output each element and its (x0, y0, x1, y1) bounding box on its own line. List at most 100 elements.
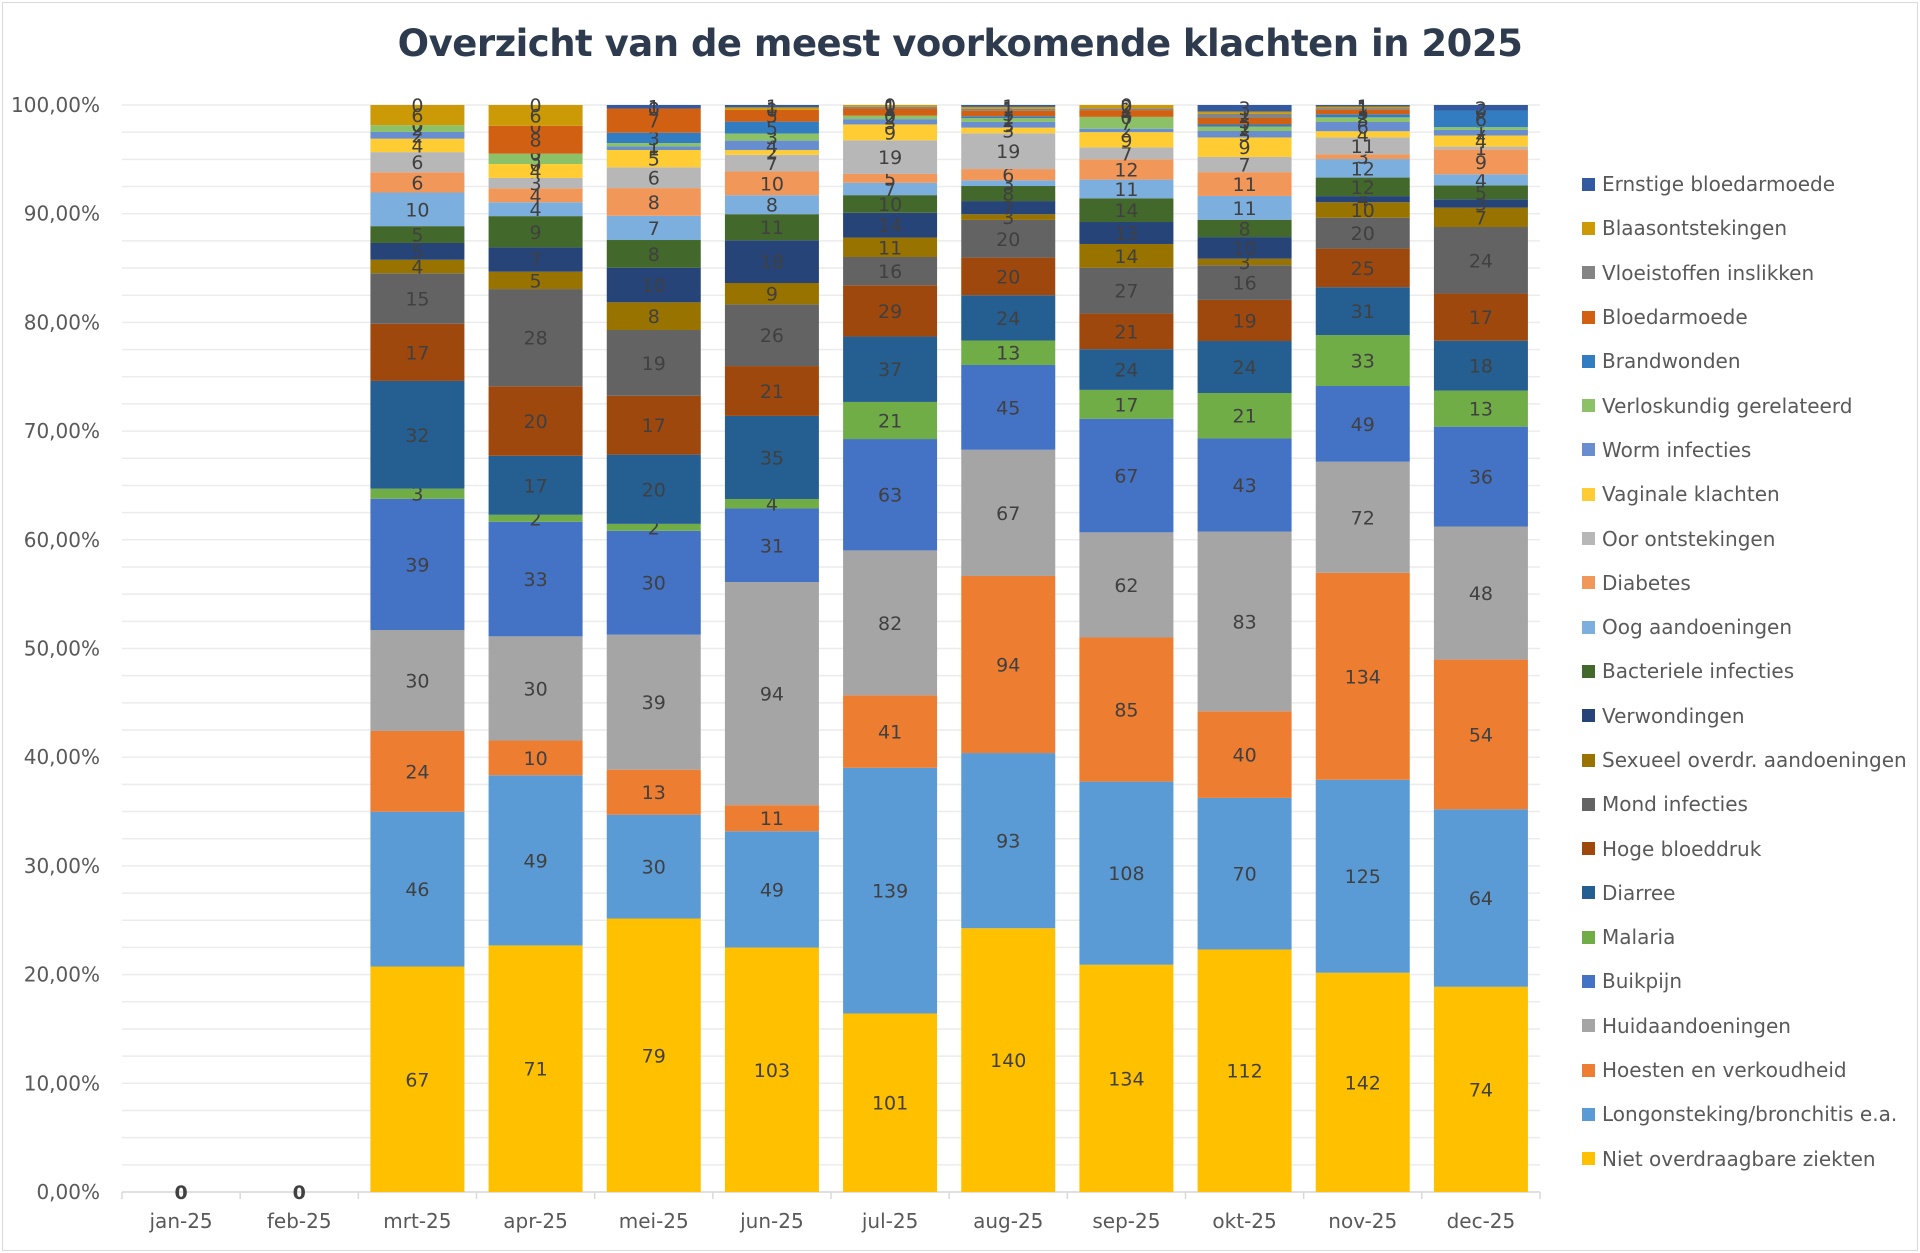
legend-swatch (1582, 709, 1595, 723)
bar-segment (370, 730, 465, 812)
bar-segment (1315, 109, 1410, 115)
bar-segment (1433, 185, 1528, 200)
data-label: 19 (878, 147, 902, 169)
bar-segment (488, 775, 583, 946)
legend-swatch (1582, 399, 1595, 413)
bar-segment (1197, 172, 1292, 196)
bar-segment (1079, 418, 1174, 533)
legend-item: Malaria (1582, 915, 1907, 959)
y-tick-label: 90,00% (24, 202, 100, 226)
data-label: 9 (884, 122, 896, 144)
legend-swatch (1582, 354, 1595, 368)
legend-swatch (1582, 266, 1595, 280)
bar-segment (961, 121, 1056, 128)
data-label: 24 (1114, 360, 1138, 382)
bar-segment (843, 285, 938, 337)
bar-segment (1079, 110, 1174, 117)
bar-segment (1197, 341, 1292, 393)
y-tick-label: 70,00% (24, 419, 100, 443)
y-tick-label: 40,00% (24, 745, 100, 769)
data-label: 31 (760, 535, 784, 557)
bar-segment (488, 125, 583, 154)
legend-label: Sexueel overdr. aandoeningen (1602, 748, 1907, 772)
data-label: 1 (884, 98, 896, 120)
legend-label: Longonsteking/bronchitis e.a. (1602, 1102, 1898, 1127)
data-label: 134 (1345, 666, 1381, 688)
bar-segment (1197, 156, 1292, 173)
data-label: 0 (884, 95, 896, 117)
bar-segment (1433, 146, 1528, 150)
bar-segment (961, 219, 1056, 258)
bar-segment (843, 237, 938, 258)
data-label: 19 (642, 353, 666, 375)
bar-segment (724, 171, 819, 196)
bar-segment (370, 966, 465, 1192)
x-tick-label: feb-25 (267, 1209, 332, 1233)
bar-segment (1079, 532, 1174, 638)
bar-segment (1079, 964, 1174, 1192)
legend-label: Mond infecties (1602, 792, 1748, 817)
bar-segment (1197, 299, 1292, 342)
data-label: 8 (530, 130, 542, 152)
y-tick-label: 80,00% (24, 310, 100, 334)
bar-segment (1197, 111, 1292, 114)
bar-segment (1197, 113, 1292, 118)
bar-segment (370, 498, 465, 630)
data-label: 45 (996, 397, 1020, 419)
data-label: 1 (766, 96, 778, 118)
bar-segment (843, 212, 938, 238)
bar-segment (843, 257, 938, 286)
bar-segment (488, 289, 583, 387)
data-label: 83 (1232, 611, 1256, 633)
data-label: 24 (1469, 250, 1493, 272)
data-label: 24 (996, 308, 1020, 330)
legend-label: Verloskundig gerelateerd (1602, 393, 1853, 418)
bar-segment (1433, 105, 1528, 111)
legend-swatch (1582, 576, 1595, 590)
data-label: 30 (405, 670, 429, 692)
bar-segment (1197, 124, 1292, 127)
data-label: 24 (1232, 357, 1256, 379)
data-label: 40 (1232, 745, 1256, 767)
bar-segment (961, 575, 1056, 754)
data-label: 4 (766, 135, 778, 157)
legend-item: Worm infecties (1582, 428, 1907, 472)
data-label: 3 (530, 173, 542, 195)
data-label: 4 (530, 161, 542, 183)
bar-segment (724, 107, 819, 110)
bar-segment (1315, 105, 1410, 107)
bar-segment (724, 140, 819, 151)
data-label: 7 (1120, 143, 1132, 165)
data-label: 1 (1357, 97, 1369, 119)
bar-segment (1315, 287, 1410, 336)
bar-segment (1315, 386, 1410, 462)
x-tick-label: jan-25 (149, 1209, 213, 1233)
bar-segment (724, 109, 819, 122)
data-label: 10 (760, 173, 784, 195)
data-label: 49 (1351, 414, 1375, 436)
bar-segment (488, 636, 583, 741)
data-label: 14 (1114, 200, 1138, 222)
bar-segment (370, 323, 465, 381)
data-label: 62 (1114, 575, 1138, 597)
data-label: 0 (530, 95, 542, 117)
legend-swatch (1582, 221, 1595, 235)
legend-swatch (1582, 1107, 1595, 1121)
bar-segment (1079, 179, 1174, 199)
data-label: 1 (648, 97, 660, 119)
bar-segment (370, 105, 465, 126)
bar-segment (1433, 986, 1528, 1192)
bar-segment (1079, 147, 1174, 160)
legend-label: Diarree (1602, 880, 1676, 905)
data-label: 4 (1475, 170, 1487, 192)
data-label: 49 (523, 850, 547, 872)
data-label: 3 (411, 484, 423, 506)
data-label: 4 (530, 199, 542, 221)
bar-segment (606, 634, 701, 770)
bar-segment (1433, 426, 1528, 527)
data-label: 25 (1351, 258, 1375, 280)
data-label: 20 (996, 229, 1020, 251)
data-label: 17 (523, 475, 547, 497)
bar-segment (961, 214, 1056, 220)
bar-segment (606, 523, 701, 531)
